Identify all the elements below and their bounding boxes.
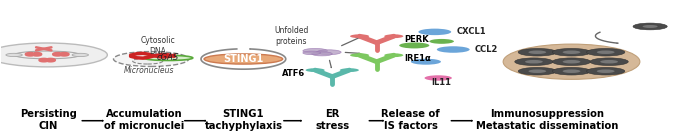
Circle shape [0, 43, 108, 67]
Circle shape [514, 58, 553, 65]
Circle shape [600, 60, 618, 63]
Ellipse shape [144, 55, 192, 61]
Text: Unfolded
proteins: Unfolded proteins [274, 26, 308, 46]
Text: CCL2: CCL2 [475, 45, 499, 54]
Circle shape [518, 48, 556, 56]
Circle shape [340, 68, 359, 72]
Circle shape [350, 34, 369, 38]
Circle shape [133, 58, 163, 64]
Circle shape [303, 51, 321, 55]
Text: Immunosuppression
Metastatic dissemination: Immunosuppression Metastatic disseminati… [476, 109, 619, 131]
Circle shape [72, 53, 88, 57]
Circle shape [6, 53, 23, 57]
Text: Micronucleus: Micronucleus [124, 66, 174, 75]
Circle shape [114, 52, 188, 66]
Circle shape [429, 39, 454, 44]
Circle shape [528, 50, 546, 54]
Text: cGAS: cGAS [157, 53, 179, 62]
Text: Cytosolic
DNA: Cytosolic DNA [140, 36, 175, 56]
Circle shape [350, 53, 369, 57]
Ellipse shape [503, 44, 640, 79]
Text: Release of
IS factors: Release of IS factors [382, 109, 440, 131]
Circle shape [552, 58, 590, 65]
Text: Persisting
CIN: Persisting CIN [20, 109, 77, 131]
Circle shape [437, 46, 470, 53]
Circle shape [306, 68, 325, 72]
Text: IL11: IL11 [432, 78, 451, 87]
Circle shape [303, 48, 327, 53]
Circle shape [552, 67, 590, 75]
Text: CXCL1: CXCL1 [457, 27, 486, 36]
Circle shape [384, 53, 403, 57]
Circle shape [518, 67, 556, 75]
Circle shape [525, 60, 543, 63]
Circle shape [633, 23, 667, 30]
Circle shape [590, 58, 628, 65]
Circle shape [528, 69, 546, 73]
Circle shape [562, 69, 580, 73]
Text: STING1
tachyphylaxis: STING1 tachyphylaxis [204, 109, 282, 131]
Text: ATF6: ATF6 [282, 69, 305, 78]
Circle shape [399, 42, 429, 48]
Circle shape [586, 67, 625, 75]
Text: PERK: PERK [404, 35, 429, 44]
Text: Accumulation
of micronuclei: Accumulation of micronuclei [104, 109, 184, 131]
Circle shape [597, 69, 614, 73]
Text: ER
stress: ER stress [315, 109, 349, 131]
Circle shape [425, 75, 452, 81]
Circle shape [312, 52, 332, 56]
Ellipse shape [204, 54, 283, 64]
Circle shape [597, 50, 614, 54]
Circle shape [384, 34, 403, 38]
Text: IRE1α: IRE1α [404, 54, 431, 63]
Circle shape [586, 48, 625, 56]
Circle shape [316, 50, 341, 55]
Circle shape [411, 59, 441, 65]
Text: STING1: STING1 [223, 54, 264, 64]
Circle shape [552, 48, 590, 56]
Circle shape [643, 25, 658, 28]
Circle shape [562, 60, 580, 63]
Circle shape [419, 29, 451, 35]
Circle shape [562, 50, 580, 54]
